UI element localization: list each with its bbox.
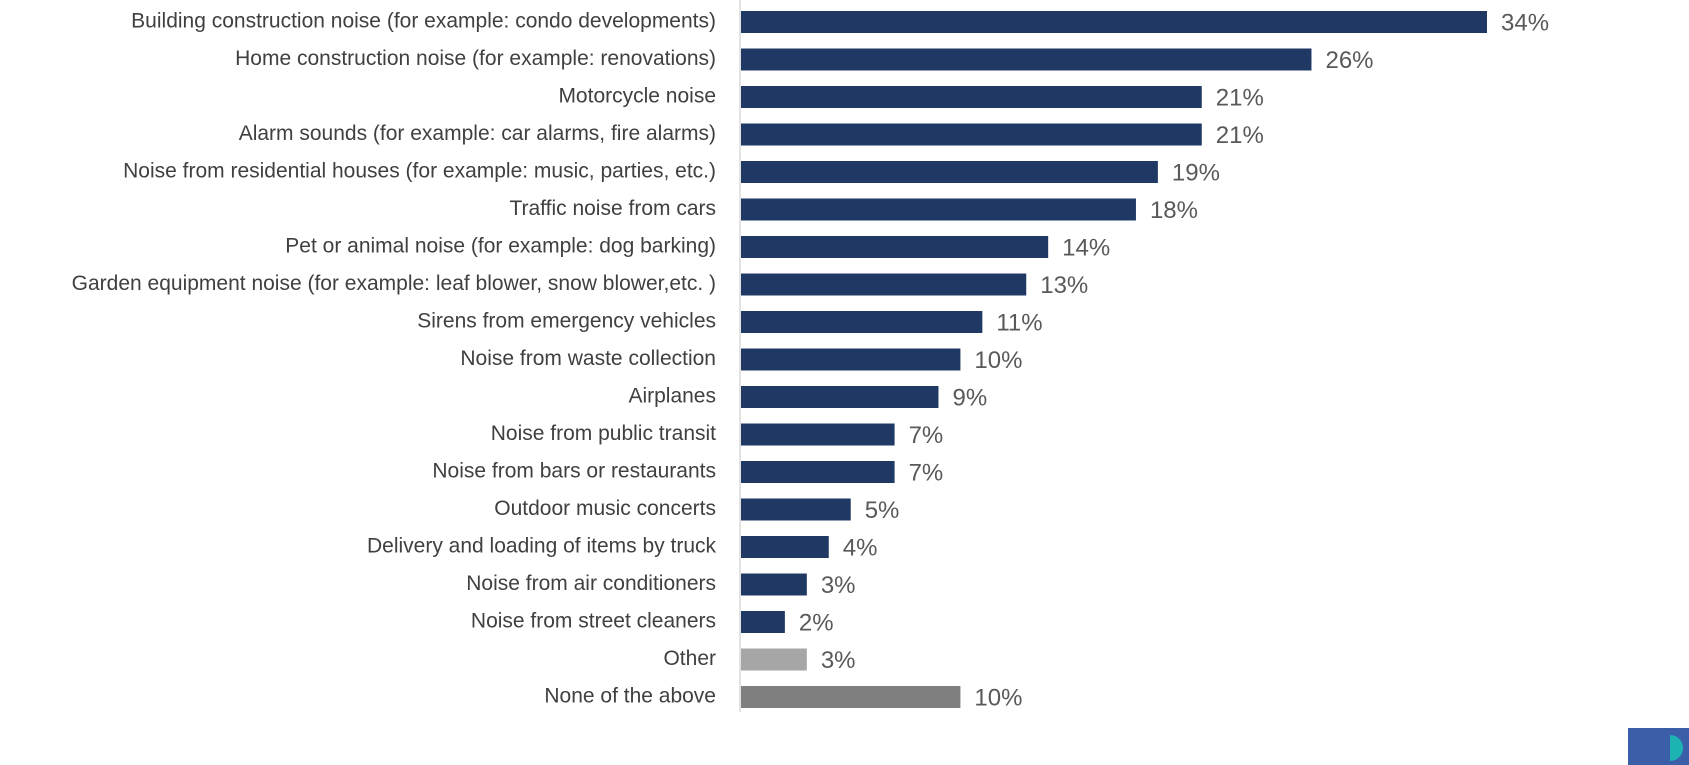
bar xyxy=(741,348,961,371)
category-label: Noise from public transit xyxy=(491,422,716,445)
category-label: None of the above xyxy=(544,685,716,708)
value-label: 21% xyxy=(1216,122,1264,149)
bar xyxy=(741,686,961,708)
bar xyxy=(741,611,785,633)
value-label: 14% xyxy=(1062,234,1110,261)
category-label: Traffic noise from cars xyxy=(509,197,716,220)
value-label: 5% xyxy=(865,497,900,524)
category-label: Motorcycle noise xyxy=(558,85,716,108)
value-label: 11% xyxy=(996,309,1042,336)
category-label: Noise from bars or restaurants xyxy=(432,460,716,483)
value-label: 34% xyxy=(1501,9,1549,36)
bar xyxy=(741,536,829,558)
bar xyxy=(741,236,1049,258)
category-label: Other xyxy=(663,647,716,670)
category-label: Alarm sounds (for example: car alarms, f… xyxy=(239,122,716,145)
value-label: 3% xyxy=(821,572,856,599)
value-label: 4% xyxy=(843,534,878,561)
value-label: 10% xyxy=(974,684,1022,711)
category-label: Airplanes xyxy=(628,385,716,408)
bar xyxy=(741,161,1158,183)
category-label: Noise from residential houses (for examp… xyxy=(123,160,716,183)
value-label: 10% xyxy=(974,347,1022,374)
value-label: 2% xyxy=(799,609,834,636)
value-label: 21% xyxy=(1216,84,1264,111)
value-label: 13% xyxy=(1040,272,1088,299)
value-label: 18% xyxy=(1150,197,1198,224)
bar xyxy=(741,11,1487,33)
bar xyxy=(741,311,983,333)
category-label: Sirens from emergency vehicles xyxy=(417,310,716,333)
category-label: Pet or animal noise (for example: dog ba… xyxy=(285,235,716,258)
bar xyxy=(741,498,851,521)
bar xyxy=(741,386,939,408)
value-label: 7% xyxy=(909,422,944,449)
category-label: Building construction noise (for example… xyxy=(131,10,716,33)
value-label: 9% xyxy=(952,384,987,411)
value-label: 19% xyxy=(1172,159,1220,186)
category-label: Garden equipment noise (for example: lea… xyxy=(72,272,716,295)
bar xyxy=(741,273,1027,296)
bar xyxy=(741,123,1202,146)
value-label: 26% xyxy=(1325,47,1373,74)
value-label: 7% xyxy=(909,459,944,486)
bar xyxy=(741,423,895,446)
category-label: Home construction noise (for example: re… xyxy=(235,47,716,70)
category-label: Noise from street cleaners xyxy=(471,610,716,633)
bar xyxy=(741,573,807,596)
category-label: Noise from waste collection xyxy=(460,347,716,370)
category-label: Outdoor music concerts xyxy=(494,497,716,520)
logo-mark xyxy=(1670,735,1683,761)
logo xyxy=(1628,728,1689,765)
bar xyxy=(741,86,1202,108)
value-label: 3% xyxy=(821,647,856,674)
bar xyxy=(741,648,807,671)
category-label: Noise from air conditioners xyxy=(466,572,716,595)
category-label: Delivery and loading of items by truck xyxy=(367,535,716,558)
bar xyxy=(741,461,895,483)
bar xyxy=(741,48,1312,71)
bar xyxy=(741,198,1136,221)
